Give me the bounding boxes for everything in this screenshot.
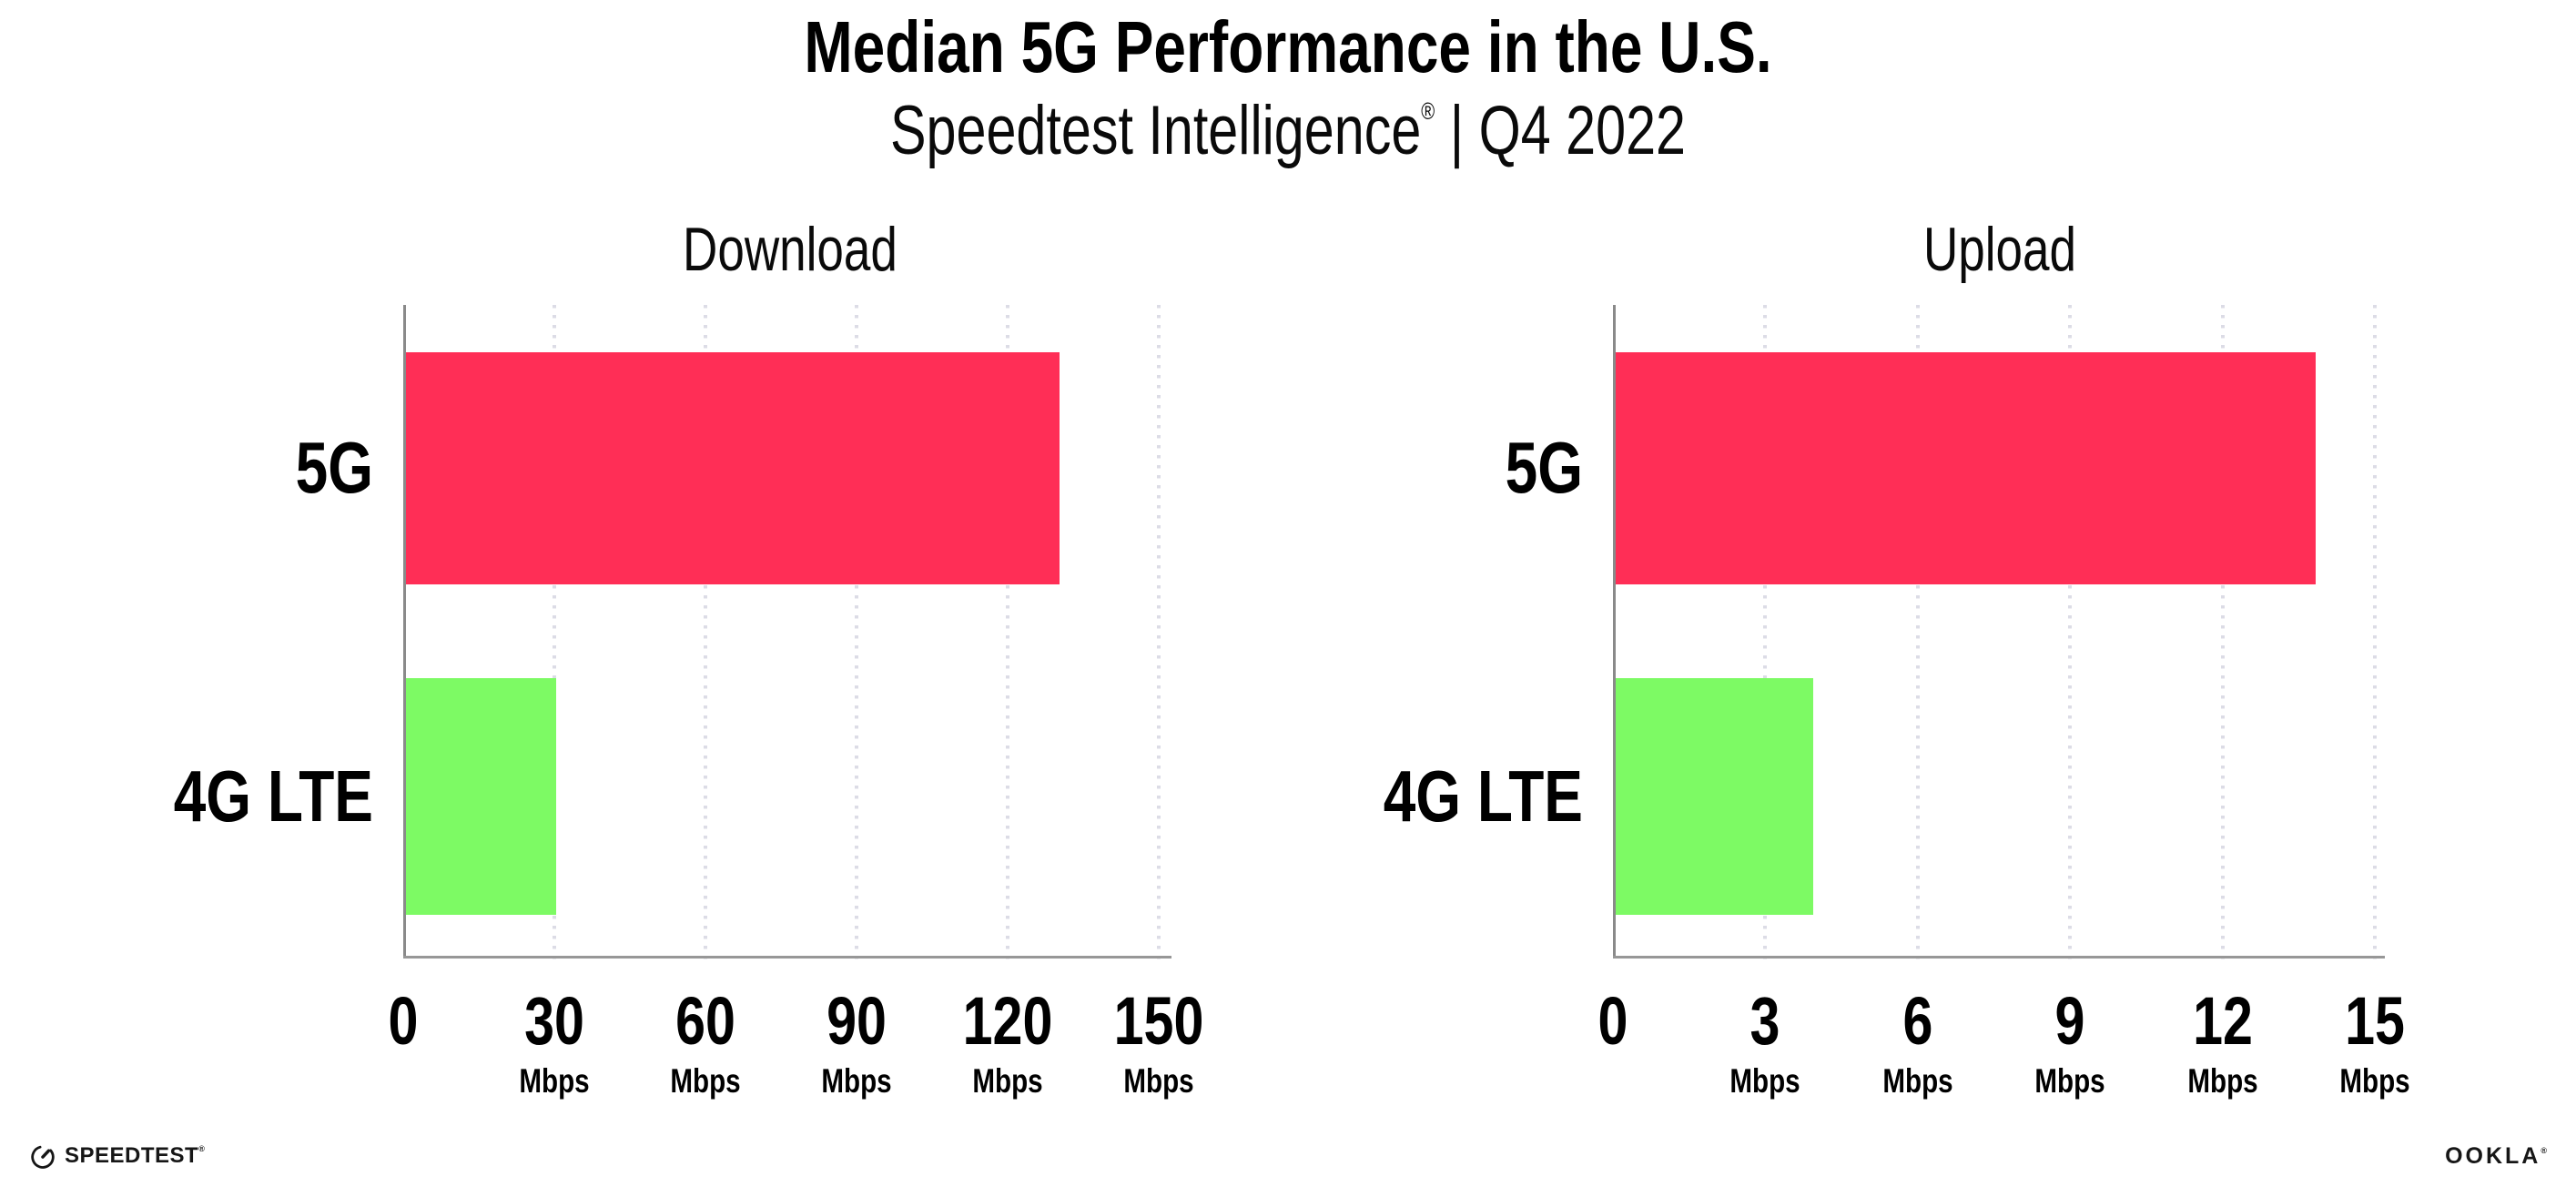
gridline-30 bbox=[553, 305, 556, 966]
x-tick-value: 30 bbox=[524, 983, 584, 1059]
gridline-6 bbox=[1916, 305, 1920, 966]
x-tick-value: 150 bbox=[1113, 983, 1204, 1059]
x-tick-150: 150 Mbps bbox=[1100, 983, 1217, 1100]
x-tick-unit: Mbps bbox=[670, 1062, 741, 1100]
speedtest-logo: SPEEDTEST® bbox=[30, 1143, 205, 1169]
x-tick-6: 6 Mbps bbox=[1860, 983, 1976, 1100]
category-label-5g: 5G bbox=[1505, 427, 1583, 508]
x-tick-value: 90 bbox=[827, 983, 887, 1059]
x-tick-0: 0 bbox=[1555, 988, 1671, 1055]
x-tick-15: 15 Mbps bbox=[2317, 983, 2433, 1100]
x-tick-value: 3 bbox=[1749, 983, 1780, 1059]
page-subtitle: Speedtest Intelligence® | Q4 2022 bbox=[890, 91, 1686, 170]
download-chart-title: Download bbox=[683, 215, 898, 284]
x-tick-unit: Mbps bbox=[821, 1062, 892, 1100]
gridline-12 bbox=[2221, 305, 2225, 966]
bar-4g-lte-upload bbox=[1615, 678, 1813, 915]
gridline-9 bbox=[2068, 305, 2072, 966]
x-tick-value: 9 bbox=[2054, 983, 2085, 1059]
x-tick-value: 6 bbox=[1902, 983, 1933, 1059]
x-tick-3: 3 Mbps bbox=[1707, 983, 1823, 1100]
x-tick-120: 120 Mbps bbox=[949, 983, 1066, 1100]
gauge-icon bbox=[30, 1143, 56, 1169]
bar-4g-lte-download bbox=[405, 678, 556, 915]
subtitle-period: | Q4 2022 bbox=[1435, 92, 1687, 169]
x-tick-unit: Mbps bbox=[1729, 1062, 1800, 1100]
speedtest-wordmark-text: SPEEDTEST bbox=[65, 1143, 199, 1168]
x-axis-line bbox=[1613, 956, 2385, 959]
category-label-5g: 5G bbox=[295, 427, 373, 508]
x-tick-unit: Mbps bbox=[1882, 1062, 1953, 1100]
x-tick-unit: Mbps bbox=[2034, 1062, 2105, 1100]
speedtest-wordmark: SPEEDTEST® bbox=[65, 1145, 205, 1167]
x-tick-value: 12 bbox=[2193, 983, 2253, 1059]
x-tick-0: 0 bbox=[345, 988, 461, 1055]
gridline-60 bbox=[704, 305, 707, 966]
x-tick-12: 12 Mbps bbox=[2165, 983, 2281, 1100]
y-axis-line bbox=[403, 305, 406, 959]
category-label-4g-lte: 4G LTE bbox=[173, 756, 373, 837]
gridline-90 bbox=[855, 305, 858, 966]
x-tick-value: 120 bbox=[962, 983, 1053, 1059]
x-tick-unit: Mbps bbox=[2339, 1062, 2410, 1100]
x-tick-90: 90 Mbps bbox=[798, 983, 915, 1100]
subtitle-brand: Speedtest Intelligence bbox=[889, 92, 1422, 169]
gridline-150 bbox=[1157, 305, 1161, 966]
x-tick-value: 60 bbox=[675, 983, 735, 1059]
upload-chart: Upload 5G 4G LTE 0 3 Mbps 6 Mbps 9 Mbps … bbox=[1384, 218, 2410, 1098]
x-tick-30: 30 Mbps bbox=[496, 983, 613, 1100]
gridline-120 bbox=[1006, 305, 1009, 966]
page-title: Median 5G Performance in the U.S. bbox=[804, 6, 1772, 87]
bar-5g-download bbox=[405, 352, 1060, 584]
y-axis-line bbox=[1613, 305, 1616, 959]
ookla-wordmark: OOKLA® bbox=[2445, 1145, 2547, 1168]
x-tick-value: 0 bbox=[1597, 983, 1628, 1059]
registered-mark: ® bbox=[1421, 97, 1435, 125]
download-chart: Download 5G 4G LTE 0 30 Mbps 60 Mbps 90 … bbox=[174, 218, 1204, 1098]
x-tick-60: 60 Mbps bbox=[647, 983, 764, 1100]
ookla-trademark: ® bbox=[2541, 1146, 2547, 1155]
gridline-15 bbox=[2373, 305, 2377, 966]
speedtest-trademark: ® bbox=[198, 1144, 205, 1153]
x-tick-value: 0 bbox=[388, 983, 419, 1059]
x-axis-line bbox=[403, 956, 1171, 959]
upload-chart-title: Upload bbox=[1922, 215, 2077, 284]
x-tick-unit: Mbps bbox=[2187, 1062, 2258, 1100]
x-tick-unit: Mbps bbox=[1123, 1062, 1194, 1100]
x-tick-unit: Mbps bbox=[519, 1062, 590, 1100]
ookla-wordmark-text: OOKLA bbox=[2445, 1143, 2541, 1169]
x-tick-9: 9 Mbps bbox=[2012, 983, 2128, 1100]
gridline-3 bbox=[1763, 305, 1767, 966]
category-label-4g-lte: 4G LTE bbox=[1383, 756, 1583, 837]
bar-5g-upload bbox=[1615, 352, 2316, 584]
x-tick-unit: Mbps bbox=[972, 1062, 1043, 1100]
x-tick-value: 15 bbox=[2345, 983, 2405, 1059]
